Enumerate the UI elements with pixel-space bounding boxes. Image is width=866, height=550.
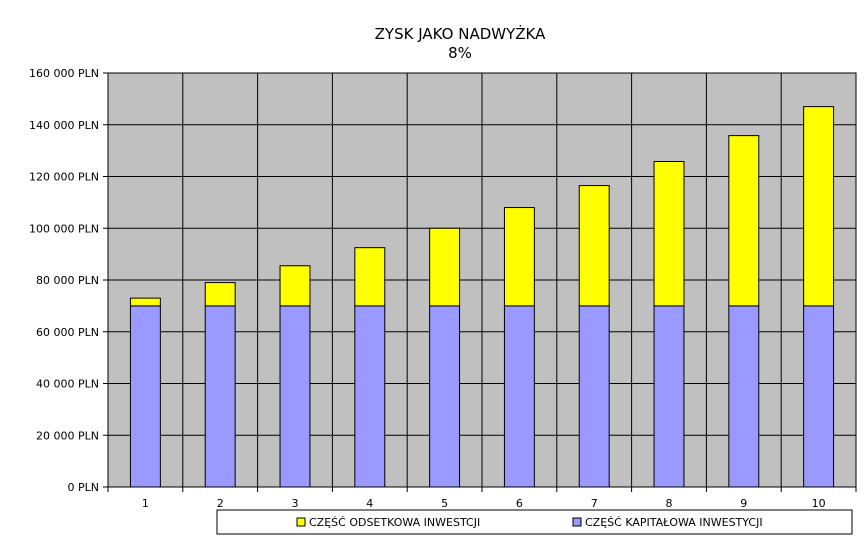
bar-capital bbox=[503, 305, 535, 488]
bar-interest bbox=[578, 185, 610, 307]
bar-capital bbox=[429, 305, 461, 488]
bar-interest bbox=[204, 282, 236, 307]
bar-interest bbox=[354, 247, 386, 307]
y-tick-label: 100 000 PLN bbox=[29, 222, 99, 235]
y-tick-label: 160 000 PLN bbox=[29, 67, 99, 80]
x-tick-label: 9 bbox=[740, 497, 747, 510]
y-tick-label: 120 000 PLN bbox=[29, 171, 99, 184]
bar-capital bbox=[204, 305, 236, 488]
x-tick-label: 3 bbox=[292, 497, 299, 510]
bar-capital bbox=[578, 305, 610, 488]
y-tick-label: 20 000 PLN bbox=[36, 429, 99, 442]
x-tick-label: 8 bbox=[666, 497, 673, 510]
y-tick-label: 60 000 PLN bbox=[36, 326, 99, 339]
x-tick-label: 10 bbox=[812, 497, 826, 510]
legend-swatch bbox=[572, 517, 582, 527]
y-tick-label: 0 PLN bbox=[68, 481, 100, 494]
y-tick-label: 140 000 PLN bbox=[29, 119, 99, 132]
bar-interest bbox=[279, 265, 311, 307]
x-tick-label: 5 bbox=[441, 497, 448, 510]
bar-interest bbox=[728, 135, 760, 307]
bar-interest bbox=[129, 297, 161, 307]
x-tick-label: 4 bbox=[366, 497, 373, 510]
plot-frame bbox=[107, 72, 857, 488]
legend-label: CZĘŚĆ KAPITAŁOWA INWESTYCJI bbox=[585, 516, 763, 529]
x-tick-label: 6 bbox=[516, 497, 523, 510]
legend-box bbox=[216, 509, 853, 535]
x-tick-label: 1 bbox=[142, 497, 149, 510]
bar-interest bbox=[653, 160, 685, 307]
x-tick-label: 7 bbox=[591, 497, 598, 510]
bar-interest bbox=[503, 207, 535, 307]
y-tick-label: 80 000 PLN bbox=[36, 274, 99, 287]
bar-capital bbox=[803, 305, 835, 488]
bar-capital bbox=[728, 305, 760, 488]
legend-swatch bbox=[296, 517, 306, 527]
y-tick-label: 40 000 PLN bbox=[36, 378, 99, 391]
bar-interest bbox=[803, 106, 835, 307]
x-tick-label: 2 bbox=[217, 497, 224, 510]
legend: CZĘŚĆ ODSETKOWA INWESTCJI CZĘŚĆ KAPITAŁOW… bbox=[216, 509, 853, 535]
legend-label: CZĘŚĆ ODSETKOWA INWESTCJI bbox=[309, 516, 480, 529]
chart-title: ZYSK JAKO NADWYŻKA bbox=[375, 24, 546, 43]
bar-capital bbox=[354, 305, 386, 488]
plot-area: 0 PLN 20 000 PLN 40 000 PLN 60 000 PLN 80 00… bbox=[29, 67, 857, 510]
chart-subtitle: 8% bbox=[448, 44, 472, 62]
bar-capital bbox=[279, 305, 311, 488]
bar-capital bbox=[129, 305, 161, 488]
bar-capital bbox=[653, 305, 685, 488]
bar-interest bbox=[429, 227, 461, 307]
